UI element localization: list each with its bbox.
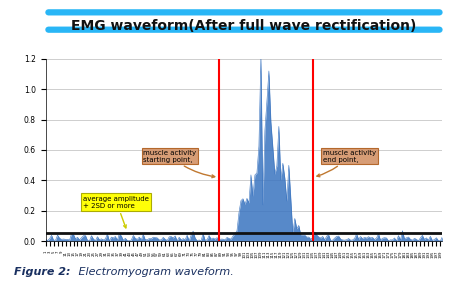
Text: muscle activity
end point,: muscle activity end point, [316, 150, 375, 177]
Text: muscle activity
starting point,: muscle activity starting point, [143, 150, 214, 178]
Text: Figure 2:: Figure 2: [14, 267, 70, 277]
Text: average amplitude
+ 2SD or more: average amplitude + 2SD or more [83, 196, 149, 228]
Text: Electromyogram waveform.: Electromyogram waveform. [75, 267, 233, 277]
Text: EMG waveform(After full wave rectification): EMG waveform(After full wave rectificati… [71, 19, 416, 33]
